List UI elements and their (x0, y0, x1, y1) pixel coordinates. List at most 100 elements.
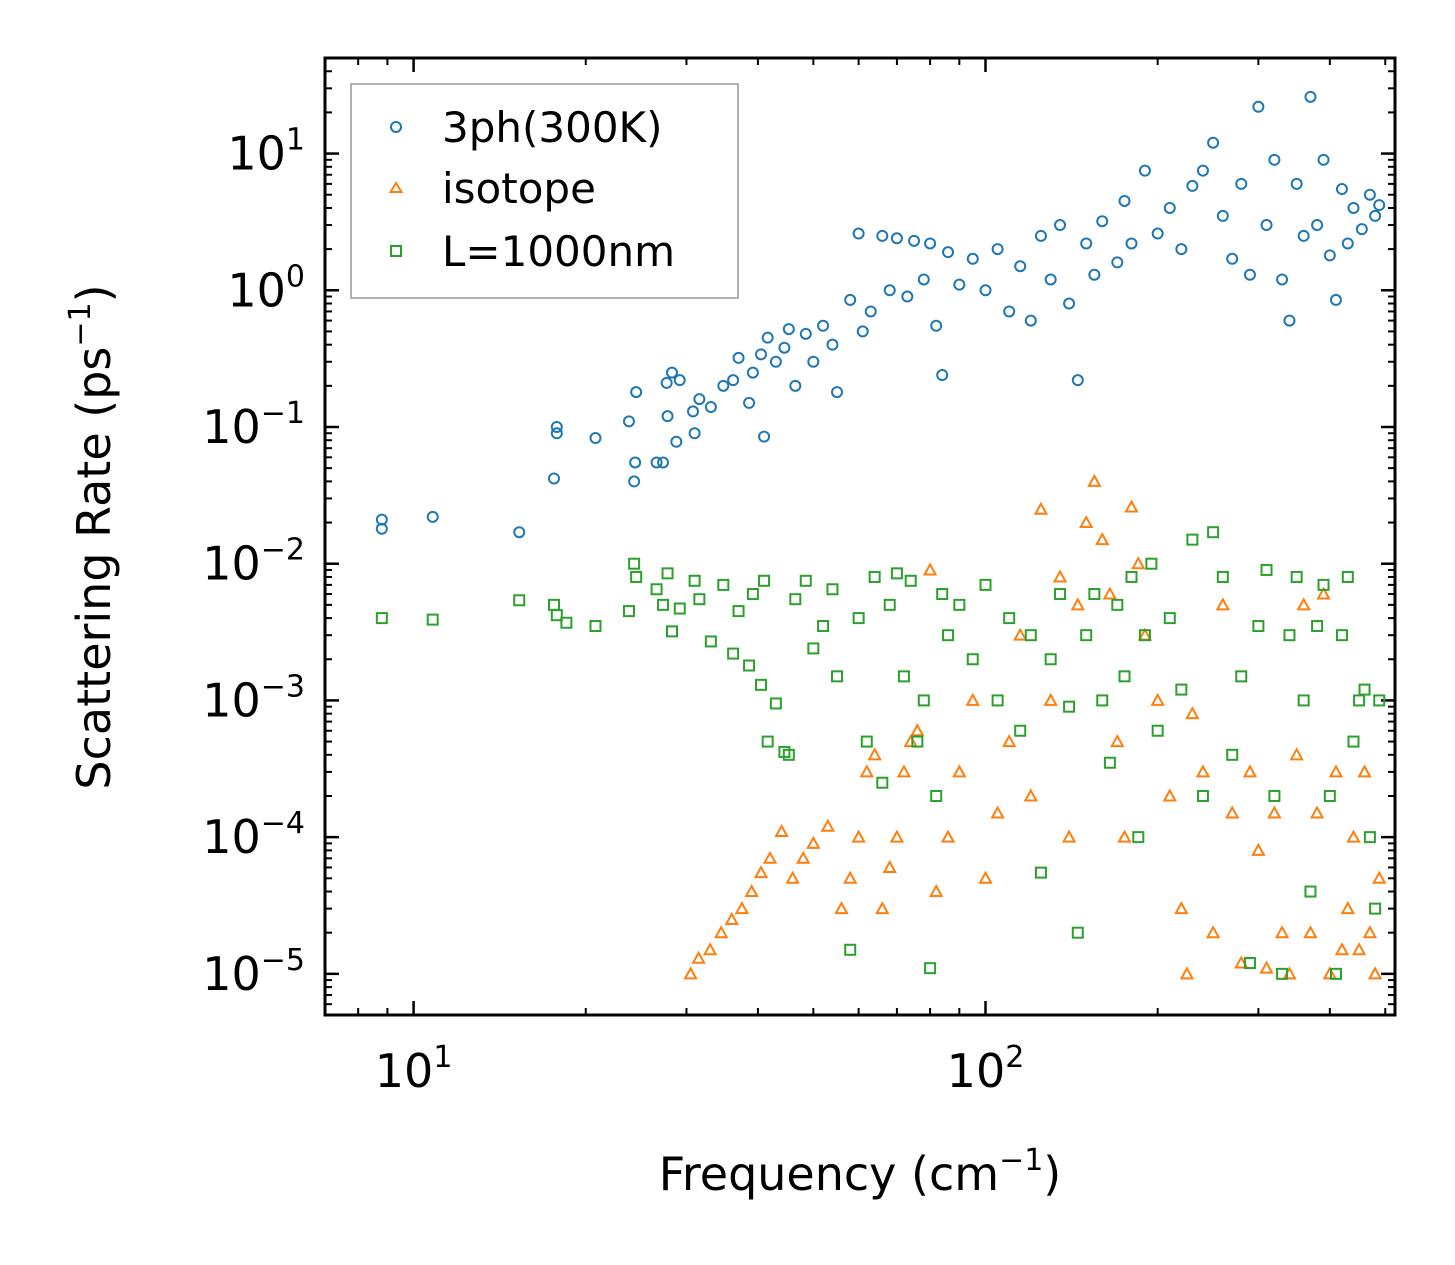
data-point (1111, 598, 1124, 611)
data-point (1138, 629, 1151, 642)
data-point (1341, 237, 1354, 250)
data-point (1034, 229, 1047, 242)
data-point (817, 620, 830, 633)
data-point (732, 605, 745, 618)
series-0 (375, 90, 1386, 539)
y-tick-label: 100 (227, 259, 305, 317)
data-point (851, 829, 866, 843)
data-point (1186, 179, 1199, 192)
data-point (990, 805, 1005, 819)
data-point (1071, 374, 1084, 387)
series-2 (375, 526, 1386, 980)
data-point (1304, 885, 1317, 898)
data-point (789, 379, 802, 392)
data-point (922, 562, 938, 576)
data-point (1014, 724, 1027, 737)
data-point (1024, 629, 1037, 642)
data-point (628, 557, 641, 570)
data-point (1054, 588, 1067, 601)
data-point (889, 829, 905, 843)
data-point (929, 883, 944, 898)
data-point (1095, 532, 1110, 546)
data-point (704, 401, 717, 414)
data-point (1103, 756, 1116, 769)
data-point (1024, 314, 1037, 327)
data-point (732, 351, 745, 364)
data-point (1304, 90, 1317, 103)
data-point (1088, 588, 1101, 601)
data-point (717, 379, 730, 392)
data-point (713, 925, 729, 939)
data-point (630, 570, 643, 583)
data-point (673, 602, 686, 615)
data-point (991, 243, 1004, 256)
data-point (1369, 902, 1382, 915)
data-point (844, 943, 857, 956)
data-point (924, 962, 937, 975)
data-point (807, 355, 820, 368)
data-point (1297, 229, 1310, 242)
data-point (1102, 586, 1118, 600)
data-point (924, 237, 937, 250)
data-point (724, 911, 739, 925)
data-point (761, 735, 774, 748)
data-point (1175, 243, 1188, 256)
data-point (1215, 597, 1231, 611)
data-point (1372, 870, 1387, 884)
data-point (550, 609, 563, 622)
data-point (876, 776, 889, 789)
x-axis-label: Frequency (cm−1) (659, 1143, 1062, 1201)
data-point (1179, 966, 1195, 980)
data-point (1063, 700, 1076, 713)
data-point (673, 374, 686, 387)
data-point (1145, 557, 1158, 570)
data-point (910, 723, 925, 737)
data-point (1283, 314, 1296, 327)
data-point (979, 284, 992, 297)
data-point (1260, 563, 1273, 576)
legend: 3ph(300K) isotope L=1000nm (350, 83, 739, 299)
data-point (1362, 925, 1378, 939)
data-point (746, 366, 759, 379)
data-point (426, 510, 439, 523)
data-point (589, 620, 602, 633)
data-point (1185, 706, 1200, 720)
data-point (834, 901, 849, 915)
data-point (683, 966, 698, 980)
data-point (1196, 164, 1209, 177)
data-point (550, 427, 563, 440)
data-point (629, 456, 642, 469)
data-point (1174, 901, 1189, 915)
y-tick-label: 10−2 (202, 533, 305, 591)
data-point (1355, 223, 1368, 236)
data-point (1003, 612, 1016, 625)
data-point (1079, 514, 1094, 529)
data-point (375, 522, 388, 535)
data-point (762, 850, 778, 864)
data-point (978, 870, 993, 884)
data-point (896, 764, 912, 778)
data-point (1252, 100, 1265, 113)
data-point (831, 670, 844, 683)
legend-label: isotope (442, 164, 596, 213)
data-point (1087, 473, 1102, 487)
data-point (1195, 764, 1211, 778)
data-point (1088, 268, 1101, 281)
data-point (758, 574, 771, 587)
data-point (1347, 201, 1360, 214)
y-tick-label: 10−4 (202, 806, 305, 864)
x-tick-label: 102 (947, 1040, 1025, 1098)
data-point (1162, 788, 1177, 802)
data-point (1225, 805, 1240, 819)
data-point (630, 386, 643, 399)
data-point (1125, 570, 1138, 583)
data-point (1023, 788, 1038, 802)
data-point (1151, 227, 1164, 240)
data-point (930, 319, 943, 332)
series-1 (683, 473, 1387, 980)
data-point (856, 325, 869, 338)
data-point (952, 764, 967, 778)
data-point (1296, 597, 1311, 611)
data-point (1363, 831, 1376, 844)
data-point (665, 625, 678, 638)
